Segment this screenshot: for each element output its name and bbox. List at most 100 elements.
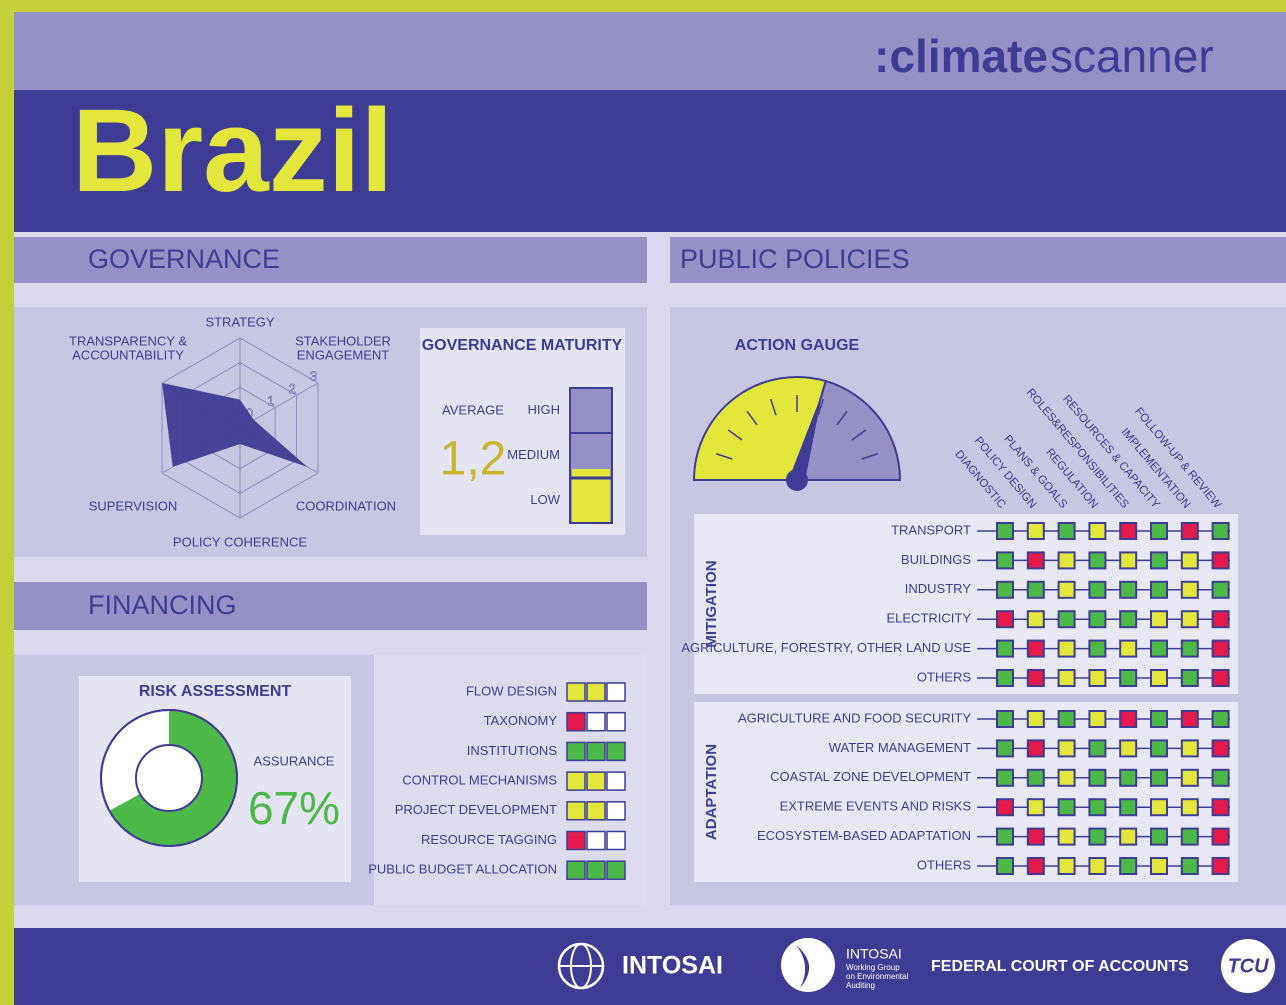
status-cell	[996, 798, 1014, 817]
status-cell	[1026, 522, 1045, 540]
radar-axis-label: POLICY COHERENCE	[173, 534, 307, 549]
status-cell	[1119, 639, 1138, 658]
status-cell	[1119, 610, 1138, 629]
status-cell	[1150, 827, 1168, 846]
status-cell	[1026, 669, 1045, 687]
intosai: INTOSAI	[622, 952, 723, 980]
footer	[14, 928, 1286, 1005]
wgea-icon	[796, 945, 810, 988]
status-cell	[1088, 739, 1107, 758]
gauge-tick	[770, 398, 777, 416]
status-cell	[1088, 522, 1107, 540]
item-label: PUBLIC BUDGET ALLOCATION	[368, 862, 557, 877]
status-cell	[1180, 610, 1199, 629]
status-cell	[1150, 522, 1168, 540]
status-cell	[586, 771, 606, 791]
status-cell	[1088, 551, 1107, 570]
status-cell	[1180, 739, 1199, 758]
average-label: AVERAGE	[442, 402, 504, 417]
status-cell	[1119, 798, 1138, 817]
wgea-text: INTOSAI	[846, 946, 902, 962]
group-label: MITIGATION	[703, 560, 720, 647]
radar-tick-label: 2	[289, 381, 296, 396]
status-cell	[1057, 580, 1076, 599]
status-cell	[1026, 739, 1045, 758]
status-cell	[1057, 857, 1076, 875]
status-cell	[1088, 827, 1107, 846]
maturity-title: GOVERNANCE MATURITY	[422, 337, 623, 354]
status-cell	[1057, 610, 1076, 629]
status-cell	[1150, 710, 1168, 728]
status-cell	[586, 682, 606, 702]
gauge-hub	[786, 469, 808, 491]
status-cell	[1180, 669, 1199, 687]
gauge-title: ACTION GAUGE	[735, 337, 860, 354]
radar-axis-label: COORDINATION	[296, 498, 396, 513]
assurance-value: 67%	[248, 782, 340, 834]
radar-area	[162, 383, 308, 467]
status-cell	[1119, 522, 1138, 540]
status-cell	[996, 768, 1014, 787]
status-cell	[1180, 710, 1199, 728]
status-cell	[1026, 768, 1045, 787]
item-label: PROJECT DEVELOPMENT	[395, 802, 557, 817]
status-cell	[1088, 798, 1107, 817]
status-cell	[1088, 669, 1107, 687]
status-cell	[1057, 768, 1076, 787]
status-cell	[996, 610, 1014, 629]
gauge-tick	[861, 453, 879, 460]
status-cell	[1211, 639, 1230, 658]
status-cell	[1211, 739, 1230, 758]
status-cell	[1119, 857, 1138, 875]
row-label: AGRICULTURE AND FOOD SECURITY	[738, 710, 971, 725]
status-cell	[1180, 580, 1199, 599]
status-cell	[1057, 551, 1076, 570]
status-cell	[1211, 857, 1230, 875]
group-box	[694, 702, 1238, 882]
row-label: OTHERS	[917, 857, 972, 872]
radar-axis-label: TRANSPARENCY &	[69, 333, 187, 348]
level-segment	[569, 387, 613, 434]
gauge-tick	[727, 429, 743, 441]
status-cell	[1026, 580, 1045, 599]
status-cell	[566, 830, 586, 851]
row-label: ELECTRICITY	[886, 611, 971, 626]
status-cell	[996, 827, 1014, 846]
item-label: INSTITUTIONS	[467, 743, 558, 758]
row-label: EXTREME EVENTS AND RISKS	[780, 799, 972, 814]
status-cell	[1057, 798, 1076, 817]
logo-bold: :climate	[874, 30, 1048, 82]
row-label: COASTAL ZONE DEVELOPMENT	[770, 769, 971, 784]
status-cell	[1211, 798, 1230, 817]
status-cell	[1150, 857, 1168, 875]
gauge-tick	[746, 410, 758, 426]
status-cell	[1119, 669, 1138, 687]
tcu: TCU	[1227, 955, 1269, 977]
level-label: LOW	[530, 492, 560, 507]
status-cell	[1057, 827, 1076, 846]
radar-axis-label: STAKEHOLDER	[295, 333, 391, 348]
section-heading: PUBLIC POLICIES	[680, 244, 910, 274]
radar-axis-label: SUPERVISION	[89, 498, 178, 513]
status-cell	[606, 771, 626, 791]
status-cell	[1150, 610, 1168, 629]
status-cell	[1119, 827, 1138, 846]
status-cell	[1088, 639, 1107, 658]
status-cell	[586, 711, 606, 732]
section-heading: FINANCING	[88, 590, 237, 620]
radar-tick-label: 3	[310, 368, 317, 383]
status-cell	[1119, 580, 1138, 599]
level-label: HIGH	[528, 402, 561, 417]
status-cell	[996, 669, 1014, 687]
status-cell	[1026, 710, 1045, 728]
court: FEDERAL COURT OF ACCOUNTS	[931, 958, 1189, 975]
status-cell	[566, 860, 586, 880]
status-cell	[1057, 669, 1076, 687]
status-cell	[1180, 639, 1199, 658]
status-cell	[606, 741, 626, 762]
gauge-tick	[715, 453, 733, 460]
status-cell	[996, 522, 1014, 540]
average-value: 1,2	[440, 433, 507, 486]
status-cell	[566, 741, 586, 762]
